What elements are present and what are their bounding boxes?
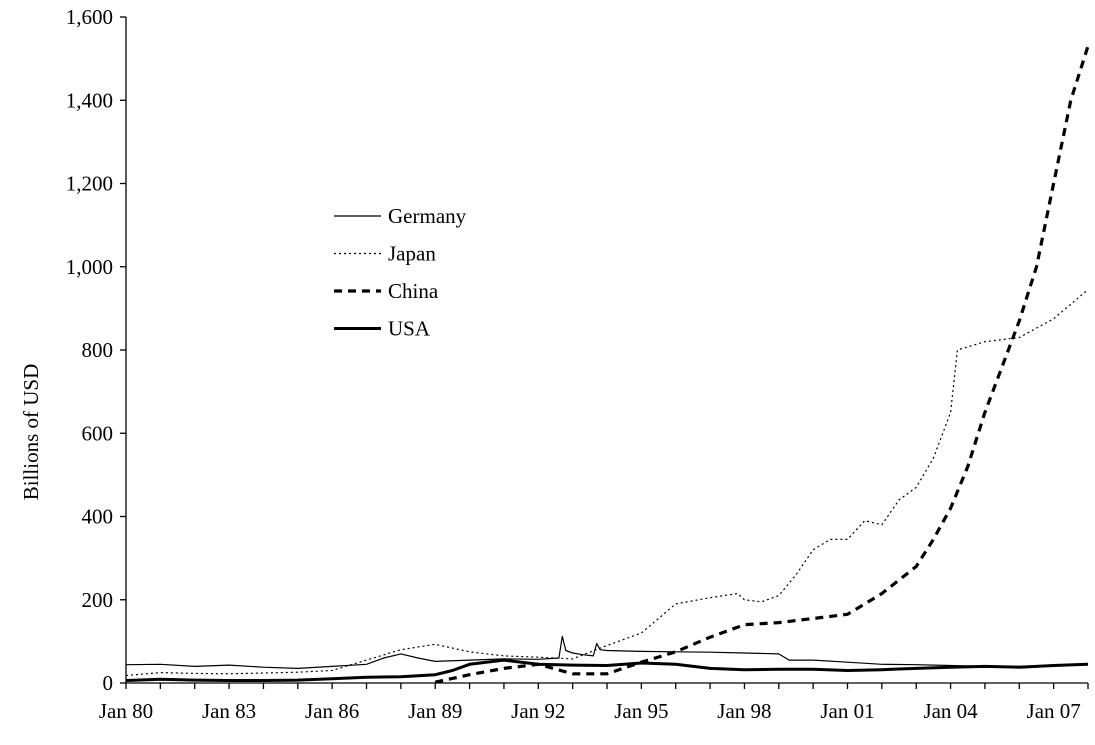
x-tick-label: Jan 83 — [202, 699, 256, 723]
x-tick-label: Jan 07 — [1027, 699, 1081, 723]
series-line-germany — [125, 635, 1089, 670]
y-axis-label: Billions of USD — [19, 364, 43, 501]
y-tick-label: 600 — [82, 421, 114, 445]
y-tick-label: 1,400 — [66, 88, 113, 112]
series-line-china — [434, 45, 1090, 684]
series-line-usa — [125, 658, 1089, 682]
x-tick-label: Jan 86 — [305, 699, 359, 723]
x-tick-label: Jan 95 — [614, 699, 668, 723]
series-line-japan — [125, 289, 1089, 677]
series-lines — [125, 45, 1090, 684]
x-tick-label: Jan 04 — [923, 699, 978, 723]
x-tick-label: Jan 89 — [408, 699, 462, 723]
legend: Germany Japan China USA — [334, 204, 467, 341]
y-tick-label: 0 — [103, 671, 114, 695]
x-tick-label: Jan 01 — [820, 699, 874, 723]
legend-label-japan: Japan — [388, 242, 436, 266]
y-tick-label: 200 — [82, 588, 114, 612]
y-tick-label: 400 — [82, 505, 114, 529]
legend-label-germany: Germany — [388, 204, 467, 228]
y-tick-label: 1,600 — [66, 5, 113, 29]
tick-labels: 0 200 400 600 800 1,000 1,200 1,400 1,600 Jan 80 J… — [66, 5, 1081, 723]
y-tick-label: 1,000 — [66, 255, 113, 279]
y-tick-label: 1,200 — [66, 172, 113, 196]
y-tick-label: 800 — [82, 338, 114, 362]
x-tick-label: Jan 92 — [511, 699, 565, 723]
legend-label-china: China — [388, 279, 439, 303]
x-tick-label: Jan 98 — [717, 699, 771, 723]
legend-label-usa: USA — [388, 317, 431, 341]
axes — [120, 16, 1089, 689]
x-tick-label: Jan 80 — [99, 699, 153, 723]
